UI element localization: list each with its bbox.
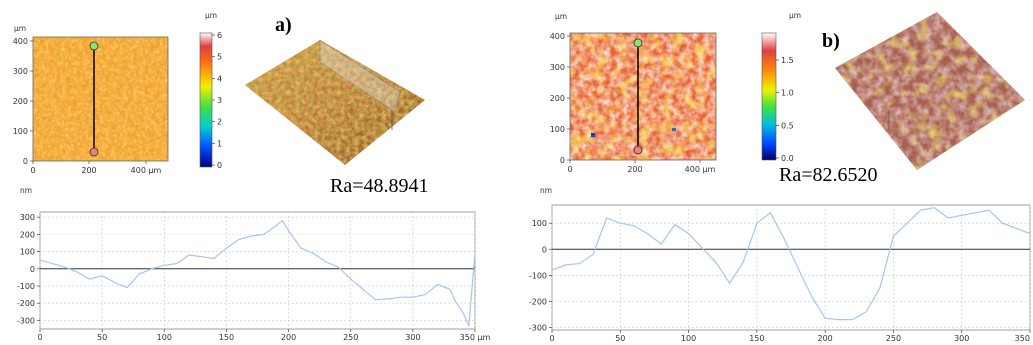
colorbar-tick-label: 1.5 [781,56,794,65]
map-a-axes: µm 400 300 200 100 0 0 200 400 µm [13,24,162,175]
profile-x-tick-label: 100 [681,334,696,343]
map-x-tick-label: 400 µm [685,165,716,174]
profile-y-tick-label: 0 [542,245,547,254]
map-y-tick-label: 400 [550,32,565,41]
surface-3d-b [835,12,1025,170]
map-a-texture-2 [33,37,168,161]
profile-y-tick-label: -200 [17,299,35,308]
colorbar-tick-label: 5 [217,53,222,62]
figure-label-b: b) [822,30,840,52]
profile-x-tick-label: 150 [749,334,764,343]
profile-y-tick-label: -100 [529,271,547,280]
colorbar-tick-label: 0.0 [781,154,794,163]
profile-y-tick-label: 0 [30,265,35,274]
surface-3d-a [245,39,425,165]
map-x-tick-label: 200 [81,166,96,175]
map-y-tick-label: 300 [13,67,28,76]
colorbar-tick-label: 0.5 [781,121,794,130]
profile-x-tick-label: 200 [818,334,833,343]
profile-y-tick-label: 200 [20,230,35,239]
panel-b: µm 400 300 200 100 0 0 200 400 µm µm 1.5 1.0 0.5… [517,0,1033,345]
ra-value-a: Ra=48.8941 [330,175,429,197]
profile-x-tick-label: 350 µm [1015,334,1033,343]
profile-y-tick-label: -100 [17,282,35,291]
map-a-profile-start-marker[interactable] [89,41,99,51]
profile-x-tick-label: 100 [157,333,172,342]
colorbar-tick-label: 6 [217,31,222,40]
profile-x-tick-label: 0 [37,333,42,342]
profile-y-tick-label: 100 [532,219,547,228]
colorbar-tick-label: 3 [217,96,222,105]
height-map-b [569,32,717,161]
colorbar-a: µm 6 5 4 3 2 1 0 [199,11,222,170]
map-b-y-unit: µm [555,12,567,21]
colorbar-tick-label: 1.0 [781,89,794,98]
map-b-low-spot-2 [672,128,676,131]
profile-x-tick-label: 300 [954,334,969,343]
profile-x-tick-label: 0 [549,334,554,343]
profile-chart-b: nm 100 0 -100 -200 -300 0 50 100 150 200 250 300 35… [529,186,1033,343]
panel-b-graphics: µm 400 300 200 100 0 0 200 400 µm µm 1.5 1.0 0.5… [529,11,1033,343]
colorbar-tick-label: 4 [217,74,222,83]
map-y-tick-label: 0 [23,157,28,166]
map-y-tick-label: 0 [560,156,565,165]
profile-b-series-line [551,206,1031,321]
surface-a-section-plane [319,39,401,113]
profile-x-tick-label: 50 [615,334,625,343]
colorbar-a-gradient [199,32,213,168]
profile-x-tick-label: 200 [281,333,296,342]
map-a-profile-end-marker[interactable] [89,147,99,157]
colorbar-tick-label: 1 [217,139,222,148]
panel-a-graphics: µm 400 300 200 100 0 0 200 400 µm µm 6 5 4 3 2 1 0 n… [13,11,491,342]
map-x-tick-label: 400 µm [131,166,162,175]
profile-x-tick-label: 150 [219,333,234,342]
map-a-y-unit: µm [14,24,26,33]
profile-x-tick-label: 300 [405,333,420,342]
colorbar-tick-label: 0 [217,161,222,170]
map-x-tick-label: 200 [627,165,642,174]
colorbar-a-unit: µm [205,11,217,20]
profile-y-tick-label: -300 [17,316,35,325]
profile-a-y-unit: nm [20,186,32,195]
map-b-profile-end-marker[interactable] [633,145,643,155]
profile-y-tick-label: -300 [529,323,547,332]
profile-y-tick-label: -200 [529,297,547,306]
map-a-frame [32,36,169,162]
profile-a-frame [39,211,476,330]
panel-a: µm 400 300 200 100 0 0 200 400 µm µm 6 5 4 3 2 1 0 n… [0,0,516,345]
map-y-tick-label: 100 [550,125,565,134]
profile-b-y-unit: nm [540,186,552,195]
map-b-texture-2 [570,33,716,160]
map-b-axes: µm 400 300 200 100 0 0 200 400 µm [550,12,716,174]
map-y-tick-label: 400 [13,37,28,46]
surface-b-texture-2 [835,12,1025,170]
profile-x-tick-label: 250 [343,333,358,342]
map-y-tick-label: 200 [13,97,28,106]
profile-y-tick-label: 300 [20,213,35,222]
colorbar-tick-label: 2 [217,118,222,127]
map-y-tick-label: 300 [550,63,565,72]
map-b-frame [569,32,717,161]
profile-chart-a: nm 300 200 100 0 -100 -200 -300 0 50 100 150 200 25… [17,186,491,342]
map-x-tick-label: 0 [567,165,572,174]
map-y-tick-label: 100 [13,127,28,136]
colorbar-b-gradient [761,32,777,161]
map-y-tick-label: 200 [550,94,565,103]
colorbar-b-unit: µm [789,11,801,20]
map-b-low-spot [591,133,595,137]
height-map-a [32,36,169,162]
map-x-tick-label: 0 [30,166,35,175]
profile-a-series-line [39,219,476,328]
profile-x-tick-label: 250 [886,334,901,343]
map-b-profile-start-marker[interactable] [633,38,643,48]
figure-label-a: a) [275,14,292,36]
profile-x-tick-label: 50 [97,333,107,342]
profile-x-tick-label: 350 µm [460,333,491,342]
ra-value-b: Ra=82.6520 [779,164,878,186]
surface-a-texture-2 [245,40,425,165]
profile-y-tick-label: 100 [20,248,35,257]
colorbar-b: µm 1.5 1.0 0.5 0.0 [761,11,801,163]
